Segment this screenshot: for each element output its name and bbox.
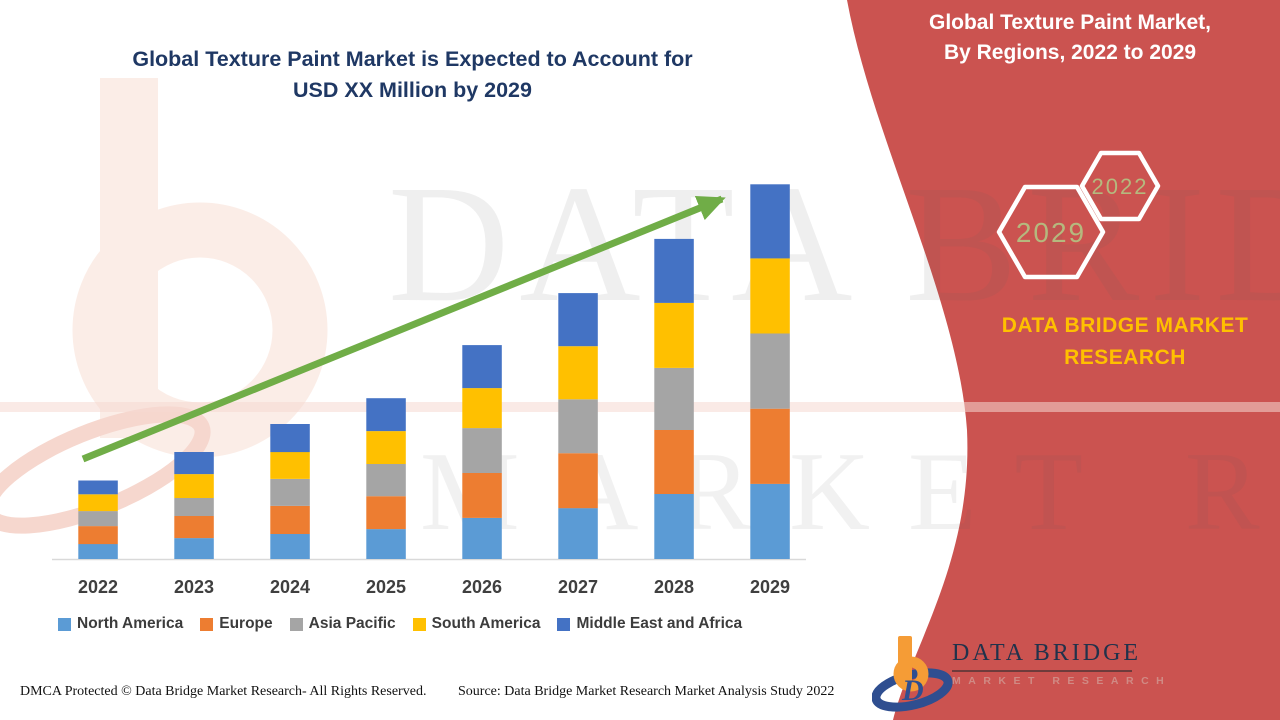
bar-segment: [750, 258, 790, 334]
legend-label: Middle East and Africa: [576, 615, 743, 632]
legend-label: North America: [77, 615, 184, 632]
bar-segment: [654, 493, 694, 559]
bar-segment: [174, 474, 214, 498]
category-labels-group: 2022 2023 2024 2025 2026 2027 2028 2029: [78, 577, 790, 597]
bar-segment: [558, 508, 598, 559]
bar-segment: [78, 544, 118, 559]
databridge-logo-icon: D: [872, 636, 953, 712]
side-panel-title: Global Texture Paint Market, By Regions,…: [905, 8, 1235, 68]
logo-b-bowl: [893, 656, 929, 692]
bar-segment: [270, 533, 310, 559]
bar-segment: [750, 483, 790, 559]
legend-swatch: [557, 617, 571, 631]
bar-segment: [78, 480, 118, 495]
legend-swatch: [58, 617, 71, 631]
bar-segment: [654, 430, 694, 494]
trend-arrow: [81, 195, 726, 463]
bar-segment: [558, 293, 598, 347]
legend-label: South America: [431, 615, 541, 632]
bar-segment: [174, 538, 214, 559]
footer-dmca-text: DMCA Protected © Data Bridge Market Rese…: [20, 684, 427, 699]
bar-segment: [750, 408, 790, 484]
legend-item: South America: [412, 615, 541, 633]
bar-segment: [750, 184, 790, 259]
bar-segment: [270, 424, 310, 453]
bar-segment: [78, 526, 118, 545]
brand-text: DATA BRIDGE MARKET RESEARCH: [985, 310, 1265, 374]
brand-text-line2: RESEARCH: [1064, 346, 1186, 369]
bar-segment: [270, 452, 310, 479]
legend-label: Asia Pacific: [308, 615, 396, 632]
legend-swatch: [412, 617, 426, 631]
bar-segment: [654, 238, 694, 303]
legend-swatch: [289, 617, 303, 631]
chart-title-line1: Global Texture Paint Market is Expected …: [132, 47, 693, 71]
bar-segment: [174, 516, 214, 539]
legend-item: Europe: [200, 615, 273, 633]
footer-source-text: Source: Data Bridge Market Research Mark…: [458, 684, 835, 699]
category-label: 2024: [270, 577, 310, 597]
bar-segment: [654, 367, 694, 430]
category-label: 2029: [750, 577, 790, 597]
bar-segment: [366, 464, 406, 497]
brand-text-line1: DATA BRIDGE MARKET: [1001, 314, 1249, 337]
legend-item: North America: [58, 615, 183, 633]
side-panel-title-line2: By Regions, 2022 to 2029: [943, 41, 1197, 64]
bar-segment: [78, 511, 118, 527]
logo-name: DATA BRIDGE: [952, 640, 1138, 672]
bar-segment: [270, 479, 310, 506]
bar-segment: [462, 345, 502, 389]
bar-segment: [462, 517, 502, 559]
bar-segment: [558, 399, 598, 454]
category-label: 2028: [654, 577, 694, 597]
logo-subtitle: MARKET RESEARCH: [952, 675, 1172, 687]
legend-swatch: [200, 617, 214, 631]
bar-segment: [366, 431, 406, 464]
bar-segment: [462, 473, 502, 518]
bar-segment: [750, 333, 790, 409]
bar-segment: [462, 388, 502, 429]
chart-title-line2: USD XX Million by 2029: [293, 78, 532, 102]
legend-item: Middle East and Africa: [557, 615, 742, 633]
bar-segment: [270, 505, 310, 534]
bar-segment: [558, 453, 598, 509]
logo-d-letter: D: [901, 674, 924, 707]
bar-segment: [174, 498, 214, 516]
category-label: 2025: [366, 577, 406, 597]
bar-segment: [174, 452, 214, 475]
bar-segment: [462, 428, 502, 473]
red-panel-shape: [847, 0, 1280, 720]
bar-segment: [366, 496, 406, 530]
bars-group: [78, 184, 790, 559]
legend-item: Asia Pacific: [289, 615, 396, 633]
category-label: 2023: [174, 577, 214, 597]
chart-title: Global Texture Paint Market is Expected …: [85, 44, 740, 106]
bar-segment: [654, 302, 694, 368]
legend-label: Europe: [219, 615, 273, 632]
category-label: 2027: [558, 577, 598, 597]
databridge-logo-text: DATA BRIDGE MARKET RESEARCH: [952, 640, 1172, 687]
bar-segment: [366, 529, 406, 559]
bar-segment: [78, 494, 118, 512]
bar-segment: [366, 398, 406, 432]
bar-segment: [558, 346, 598, 400]
side-panel-title-line1: Global Texture Paint Market,: [928, 11, 1211, 34]
chart-legend: North America Europe Asia Pacific South Ame…: [58, 615, 838, 633]
category-label: 2022: [78, 577, 118, 597]
category-label: 2026: [462, 577, 502, 597]
